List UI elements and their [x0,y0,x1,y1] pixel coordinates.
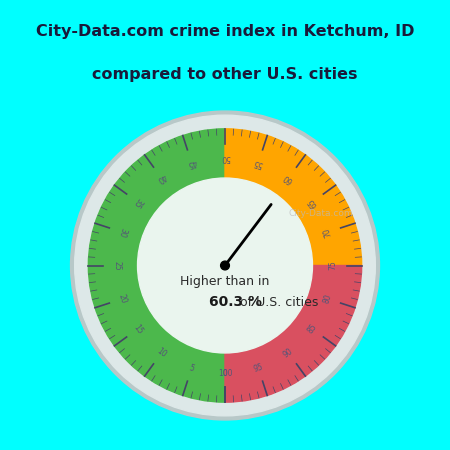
Text: 75: 75 [328,261,338,270]
Wedge shape [225,129,362,266]
Text: compared to other U.S. cities: compared to other U.S. cities [92,67,358,82]
Text: 65: 65 [306,195,319,209]
Text: Higher than in: Higher than in [180,275,270,288]
Text: 45: 45 [185,157,198,169]
Circle shape [71,111,379,420]
Text: 0: 0 [223,369,227,378]
Text: 20: 20 [117,293,128,305]
Text: 80: 80 [322,293,333,305]
Circle shape [138,178,312,353]
Wedge shape [88,129,225,402]
Text: City-Data.com crime index in Ketchum, ID: City-Data.com crime index in Ketchum, ID [36,24,414,39]
Text: 35: 35 [131,195,144,209]
Wedge shape [225,266,362,402]
Circle shape [75,115,375,416]
Circle shape [220,261,230,270]
Text: 55: 55 [252,157,265,169]
Text: 60: 60 [282,171,295,184]
Text: 30: 30 [117,226,128,238]
Text: 100: 100 [218,369,232,378]
Text: 85: 85 [306,322,319,336]
Text: 95: 95 [252,362,265,374]
Text: 50: 50 [220,153,230,162]
Text: 60.3 %: 60.3 % [209,295,261,310]
Text: 70: 70 [322,226,333,238]
Text: 10: 10 [155,346,168,359]
Text: City-Data.com: City-Data.com [288,209,353,218]
Text: 40: 40 [155,171,168,184]
Text: of U.S. cities: of U.S. cities [240,296,319,309]
Text: 15: 15 [131,322,144,336]
Text: 25: 25 [112,261,122,270]
Text: 90: 90 [282,346,295,360]
Text: 5: 5 [188,363,195,373]
